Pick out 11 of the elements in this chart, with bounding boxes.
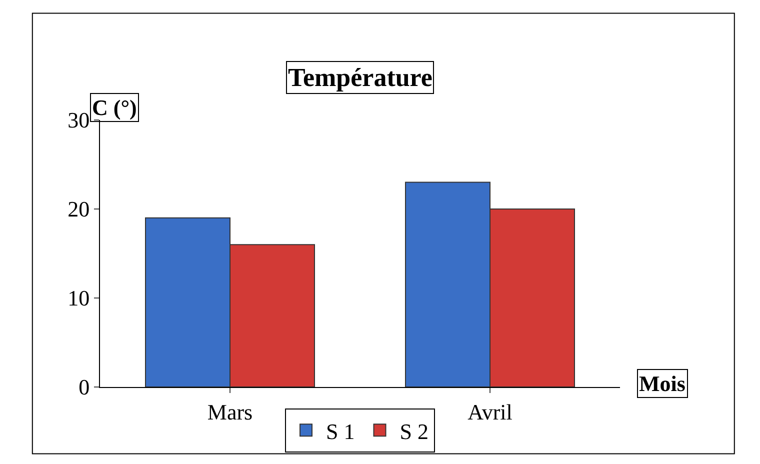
y-tick-label: 0 bbox=[78, 374, 90, 400]
legend-label: S 1 bbox=[326, 418, 355, 444]
legend-label: S 2 bbox=[400, 418, 428, 444]
y-axis-title: C (°) bbox=[92, 95, 137, 120]
x-tick-label: Avril bbox=[468, 399, 512, 424]
x-axis-title: Mois bbox=[639, 371, 686, 396]
x-tick-label: Mars bbox=[207, 399, 253, 424]
y-tick-label: 30 bbox=[68, 108, 90, 133]
chart-title: Température bbox=[288, 63, 432, 92]
y-tick-label: 20 bbox=[68, 196, 90, 222]
y-tick-label: 10 bbox=[68, 286, 90, 311]
